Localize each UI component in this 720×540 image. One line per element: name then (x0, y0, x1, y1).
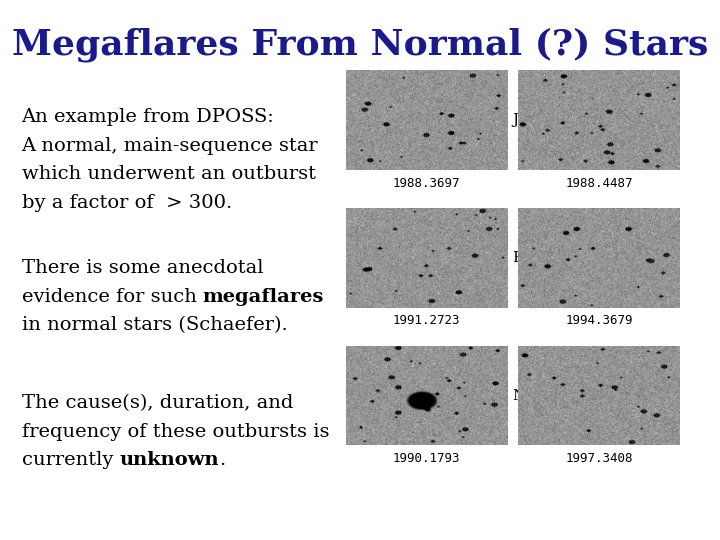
Text: frequency of these outbursts is: frequency of these outbursts is (22, 423, 329, 441)
Text: F: F (513, 251, 523, 265)
Text: The cause(s), duration, and: The cause(s), duration, and (22, 394, 293, 412)
Text: A normal, main-sequence star: A normal, main-sequence star (22, 137, 318, 154)
Text: which underwent an outburst: which underwent an outburst (22, 165, 315, 183)
Text: There is some anecdotal: There is some anecdotal (22, 259, 263, 277)
Text: in normal stars (Schaefer).: in normal stars (Schaefer). (22, 316, 287, 334)
Text: 1990.1793: 1990.1793 (393, 452, 460, 465)
Text: 1988.4487: 1988.4487 (566, 177, 633, 190)
Text: .: . (219, 451, 225, 469)
Text: N: N (513, 389, 526, 402)
Text: Megaflares From Normal (?) Stars: Megaflares From Normal (?) Stars (12, 27, 708, 62)
Text: unknown: unknown (120, 451, 219, 469)
Text: currently: currently (22, 451, 120, 469)
Text: 1991.2723: 1991.2723 (393, 314, 460, 327)
Text: evidence for such: evidence for such (22, 288, 203, 306)
Text: 1988.3697: 1988.3697 (393, 177, 460, 190)
Text: An example from DPOSS:: An example from DPOSS: (22, 108, 274, 126)
Text: megaflares: megaflares (203, 288, 324, 306)
Text: by a factor of  > 300.: by a factor of > 300. (22, 194, 232, 212)
Text: J: J (513, 113, 518, 127)
Text: 1994.3679: 1994.3679 (566, 314, 633, 327)
Text: 1997.3408: 1997.3408 (566, 452, 633, 465)
